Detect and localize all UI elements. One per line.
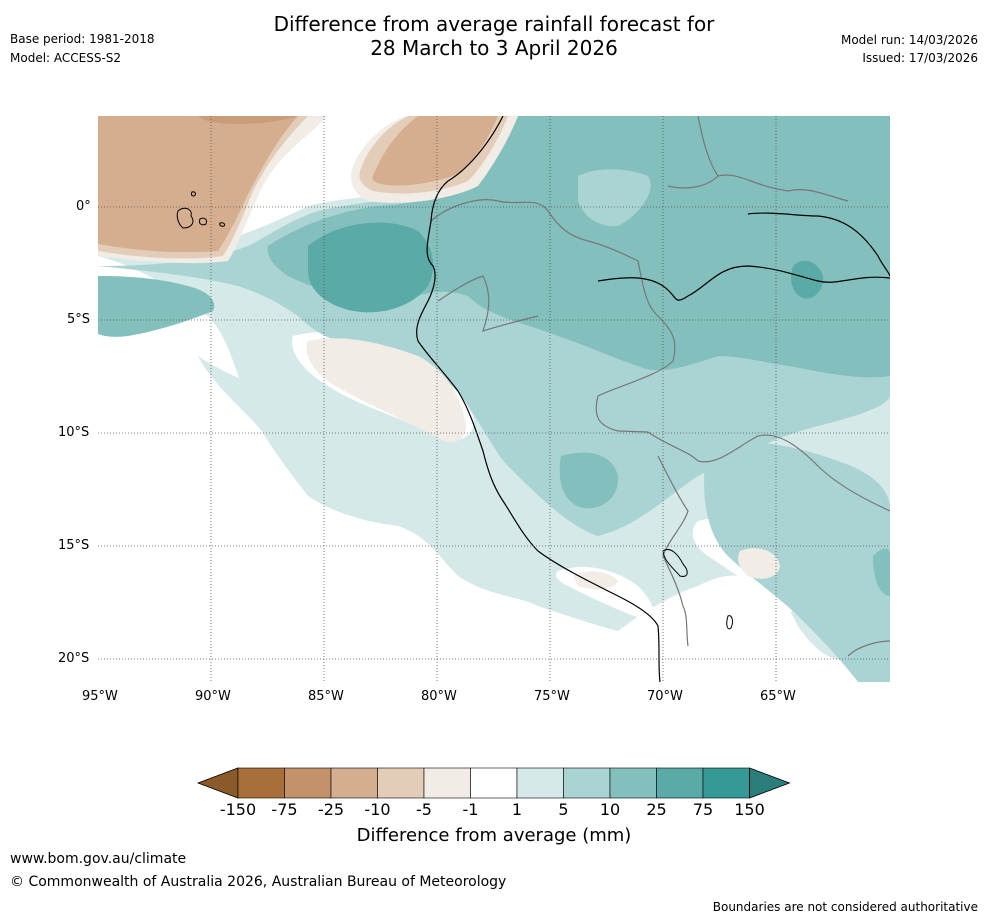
boundary-ecuador-peru <box>437 275 539 332</box>
colorbar-tick-label: -5 <box>416 800 432 819</box>
boundary-colombia-ecuador <box>430 199 639 262</box>
lon-label-90w: 90°W <box>195 689 231 704</box>
island-santa-cruz <box>199 217 207 226</box>
lat-label-15s: 15°S <box>58 538 90 553</box>
colorbar-tick-label: -150 <box>219 800 257 819</box>
model-text: Model: ACCESS-S2 <box>10 51 122 65</box>
boundary-peru-brazil <box>595 260 676 433</box>
colorbar-tick-label: 75 <box>692 800 714 819</box>
graticule <box>98 116 890 682</box>
contour-dry-core-west <box>198 116 298 124</box>
island-isabela <box>176 207 194 229</box>
galapagos-islands <box>176 191 226 229</box>
lat-label-0: 0° <box>76 199 91 214</box>
issued-text: Issued: 17/03/2026 <box>862 51 978 65</box>
contour-dry-bolivia <box>738 548 780 579</box>
colorbar-title: Difference from average (mm) <box>356 825 632 846</box>
lat-label-5s: 5°S <box>67 312 91 327</box>
colorbar-tick-label: 5 <box>558 800 569 819</box>
boundary-argentina <box>847 640 890 657</box>
lon-label-95w: 95°W <box>82 689 118 704</box>
country-boundaries <box>430 116 890 657</box>
lat-label-20s: 20°S <box>58 651 90 666</box>
colorbar <box>196 766 796 806</box>
contour-10-25-west <box>98 276 215 337</box>
colorbar-tick-labels: -150 -75 -25 -10 -5 -1 1 5 10 25 75 150 <box>0 800 988 822</box>
colorbar-tick-label: 10 <box>599 800 621 819</box>
coastline-pacific <box>416 116 661 682</box>
contour-dry-chile <box>573 571 618 590</box>
island-san-cristobal <box>219 222 226 227</box>
river-north <box>747 212 890 277</box>
lon-label-75w: 75°W <box>534 689 570 704</box>
rainfall-map[interactable] <box>98 116 890 682</box>
lon-label-65w: 65°W <box>760 689 796 704</box>
model-run-text: Model run: 14/03/2026 <box>840 33 978 47</box>
contour-10-25-se <box>873 548 890 596</box>
contour-10-25-south <box>559 452 619 509</box>
contour-25-75-amazon <box>791 260 824 299</box>
coastline <box>416 116 890 682</box>
boundary-venezuela-brazil <box>717 174 849 202</box>
colorbar-cell <box>470 767 518 799</box>
contour-1-5-lobe <box>198 356 410 526</box>
colorbar-cell <box>516 767 564 799</box>
lake-titicaca <box>662 549 688 577</box>
boundary-peru-bolivia <box>657 455 689 647</box>
colorbar-tick-label: 150 <box>734 800 765 819</box>
lon-label-70w: 70°W <box>647 689 683 704</box>
colorbar-cell <box>423 767 471 799</box>
colorbar-tick-label: 1 <box>511 800 523 819</box>
footer-url[interactable]: www.bom.gov.au/climate <box>10 851 187 867</box>
contour-5-10-east <box>704 441 890 682</box>
map-svg <box>98 116 890 682</box>
lon-label-80w: 80°W <box>421 689 457 704</box>
colorbar-tick-label: -1 <box>462 800 479 819</box>
lake-poopo <box>726 615 733 630</box>
colorbar-arrow-right <box>749 767 791 799</box>
colorbar-tick-label: -75 <box>271 800 298 819</box>
colorbar-cell <box>377 767 425 799</box>
contour-dry-peru <box>306 338 466 442</box>
colorbar-tick-label: 25 <box>646 800 667 819</box>
title-line-2: 28 March to 3 April 2026 <box>370 36 618 60</box>
colorbar-cell <box>330 767 378 799</box>
colorbar-cell <box>702 767 750 799</box>
island-fernandina <box>190 191 196 197</box>
lat-label-10s: 10°S <box>58 425 90 440</box>
river-amazon <box>597 265 890 301</box>
lake-titicaca-outline <box>662 549 688 577</box>
lake-poopo-outline <box>726 615 733 630</box>
footer-copyright: © Commonwealth of Australia 2026, Austra… <box>10 874 507 890</box>
contour-10-25 <box>267 116 890 378</box>
contour-5-10-patch <box>578 169 651 227</box>
page-title: Difference from average rainfall forecas… <box>0 12 988 60</box>
colorbar-cell <box>284 767 332 799</box>
footer-disclaimer: Boundaries are not considered authoritat… <box>712 900 978 914</box>
contour-dry-inner-west <box>98 116 298 253</box>
colorbar-cell <box>609 767 657 799</box>
colorbar-cell <box>237 767 285 799</box>
colorbar-cell <box>656 767 704 799</box>
contour-dry-inner-coast <box>372 116 498 186</box>
boundary-brazil-bolivia <box>647 431 890 512</box>
lon-label-85w: 85°W <box>308 689 344 704</box>
colorbar-tick-label: -25 <box>317 800 345 819</box>
base-period-text: Base period: 1981-2018 <box>10 32 155 46</box>
colorbar-tick-label: -10 <box>364 800 391 819</box>
boundary-colombia-venezuela <box>667 116 719 189</box>
colorbar-svg <box>196 767 791 799</box>
colorbar-cell <box>563 767 611 799</box>
title-line-1: Difference from average rainfall forecas… <box>273 12 715 36</box>
contour-25-75 <box>308 222 434 313</box>
colorbar-arrow-left <box>196 767 239 799</box>
